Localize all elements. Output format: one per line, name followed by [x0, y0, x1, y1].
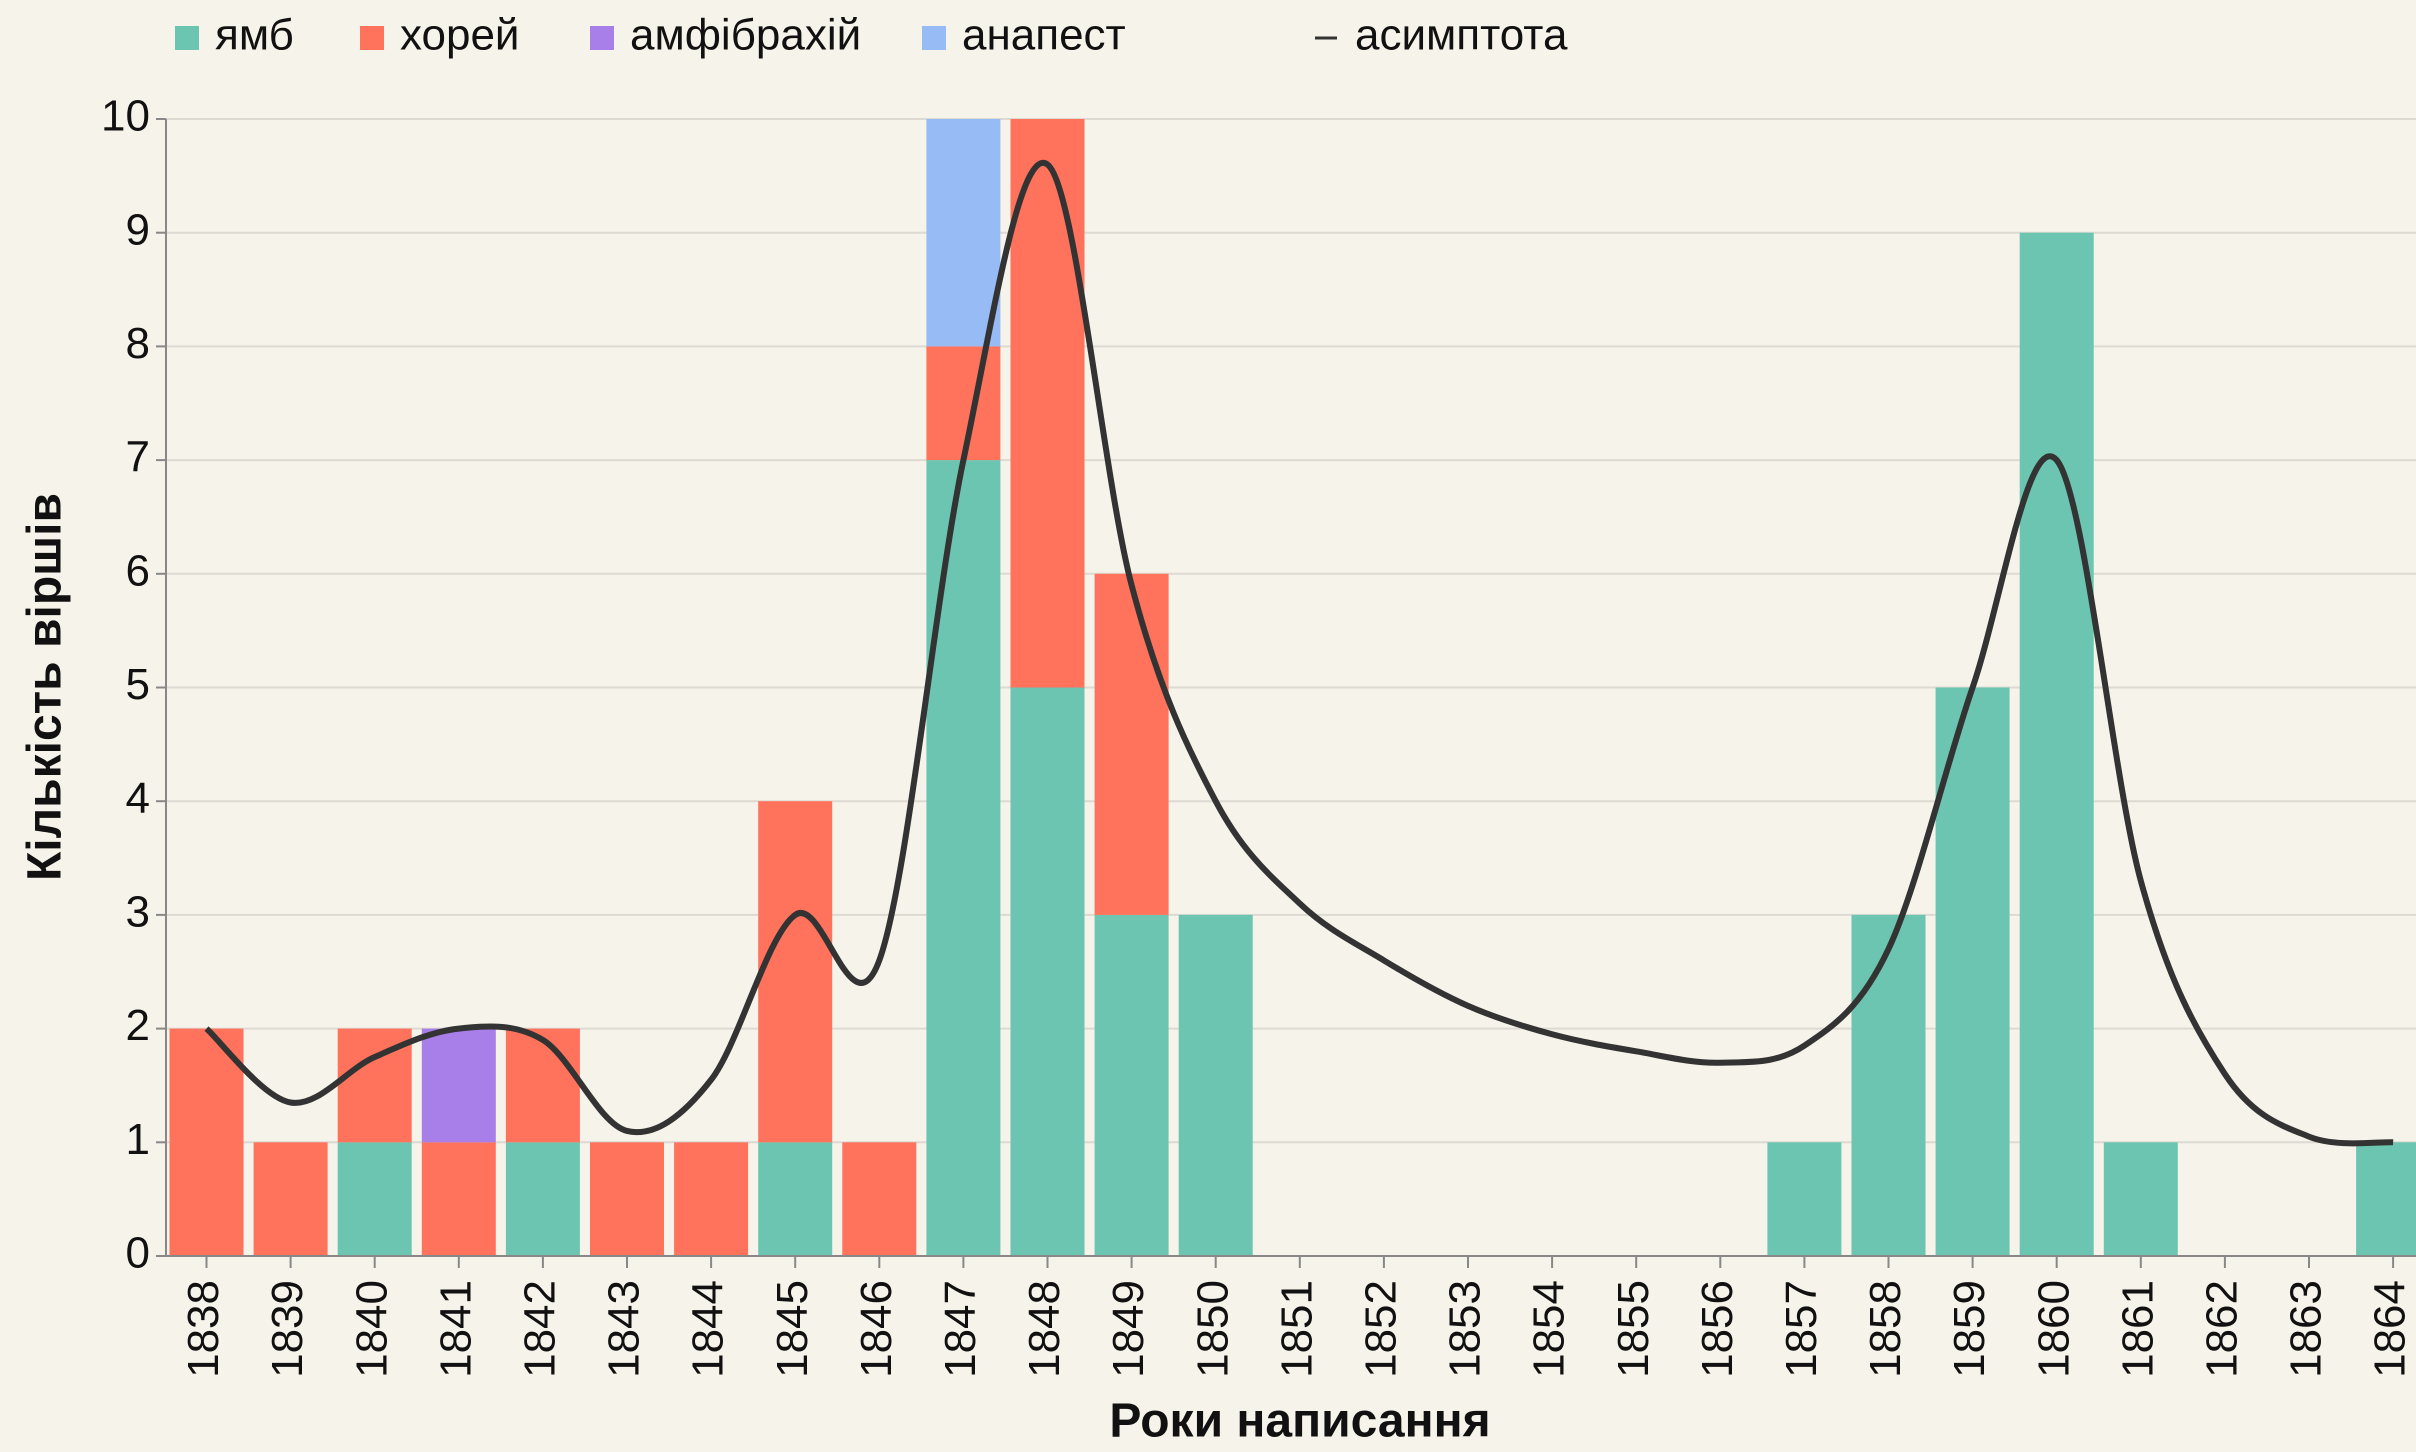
x-tick-label: 1862 — [2198, 1280, 2247, 1378]
x-tick-label: 1839 — [263, 1280, 312, 1378]
x-tick-label: 1863 — [2282, 1280, 2331, 1378]
bar-segment — [505, 1142, 580, 1256]
y-tick-label: 10 — [101, 92, 150, 141]
x-tick-label: 1842 — [516, 1280, 565, 1378]
x-tick-label: 1859 — [1945, 1280, 1994, 1378]
bar-segment — [842, 1142, 917, 1256]
legend-label: амфібрахій — [630, 11, 861, 60]
x-tick-label: 1861 — [2113, 1280, 2162, 1378]
x-tick-label: 1853 — [1441, 1280, 1490, 1378]
y-tick-label: 0 — [126, 1229, 150, 1278]
x-tick-label: 1845 — [768, 1280, 817, 1378]
y-tick-label: 6 — [126, 546, 150, 595]
legend-label: анапест — [962, 11, 1126, 60]
y-tick-label: 8 — [126, 319, 150, 368]
bar-segment — [1094, 573, 1169, 915]
x-tick-label: 1847 — [936, 1280, 985, 1378]
y-tick-label: 5 — [126, 660, 150, 709]
bar-segment — [674, 1142, 749, 1256]
x-tick-label: 1858 — [1861, 1280, 1910, 1378]
x-tick-label: 1849 — [1104, 1280, 1153, 1378]
x-tick-label: 1838 — [179, 1280, 228, 1378]
legend-label: асимптота — [1355, 11, 1568, 60]
legend-swatch — [175, 26, 199, 50]
y-tick-label: 1 — [126, 1115, 150, 1164]
y-tick-label: 2 — [126, 1001, 150, 1050]
x-tick-label: 1852 — [1357, 1280, 1406, 1378]
y-tick-label: 4 — [126, 774, 150, 823]
x-tick-label: 1857 — [1777, 1280, 1826, 1378]
x-tick-label: 1841 — [431, 1280, 480, 1378]
y-tick-label: 7 — [126, 433, 150, 482]
legend-swatch — [590, 26, 614, 50]
bar-segment — [1935, 687, 2010, 1256]
y-tick-label: 9 — [126, 205, 150, 254]
x-axis-title: Роки написання — [1109, 1395, 1490, 1448]
bar-segment — [926, 119, 1001, 347]
legend-swatch — [360, 26, 384, 50]
x-tick-label: 1848 — [1020, 1280, 1069, 1378]
x-tick-label: 1843 — [600, 1280, 649, 1378]
legend-label: хорей — [400, 11, 520, 60]
line — [204, 159, 2394, 1147]
bar-segment — [1767, 1142, 1842, 1256]
y-axis-title: Кількість віршів — [19, 493, 72, 881]
bar-segment — [1178, 914, 1253, 1256]
x-tick-label: 1851 — [1272, 1280, 1321, 1378]
bar-segment — [2103, 1142, 2178, 1256]
x-tick-label: 1846 — [852, 1280, 901, 1378]
x-tick-label: 1855 — [1609, 1280, 1658, 1378]
bar-segment — [758, 801, 833, 1143]
bar-segment — [1010, 119, 1085, 688]
bar-segment — [1094, 914, 1169, 1256]
y-tick-label: 3 — [126, 888, 150, 937]
bar-segment — [169, 1028, 244, 1256]
legend-swatch — [922, 26, 946, 50]
bar-segment — [590, 1142, 664, 1256]
x-tick-label: 1864 — [2366, 1280, 2415, 1378]
bar-segment — [421, 1028, 496, 1143]
bar-segment — [2019, 232, 2094, 1256]
x-tick-label: 1856 — [1693, 1280, 1742, 1378]
x-tick-label: 1850 — [1188, 1280, 1237, 1378]
bar-segment — [505, 1028, 580, 1143]
bar-segment — [1010, 687, 1085, 1256]
bar-segment — [926, 346, 1001, 461]
bar-segment — [1851, 914, 1926, 1256]
bar-segment — [253, 1142, 328, 1256]
bar-segment — [758, 1142, 833, 1256]
bar-segment — [421, 1142, 496, 1256]
x-tick-label: 1860 — [2029, 1280, 2078, 1378]
bar-segment — [926, 460, 1001, 1257]
legend-label: ямб — [215, 11, 294, 60]
x-tick-label: 1840 — [347, 1280, 396, 1378]
bar-segment — [337, 1142, 412, 1256]
bar-segment — [2356, 1142, 2416, 1256]
x-tick-label: 1844 — [684, 1280, 733, 1378]
x-tick-label: 1854 — [1525, 1280, 1574, 1378]
